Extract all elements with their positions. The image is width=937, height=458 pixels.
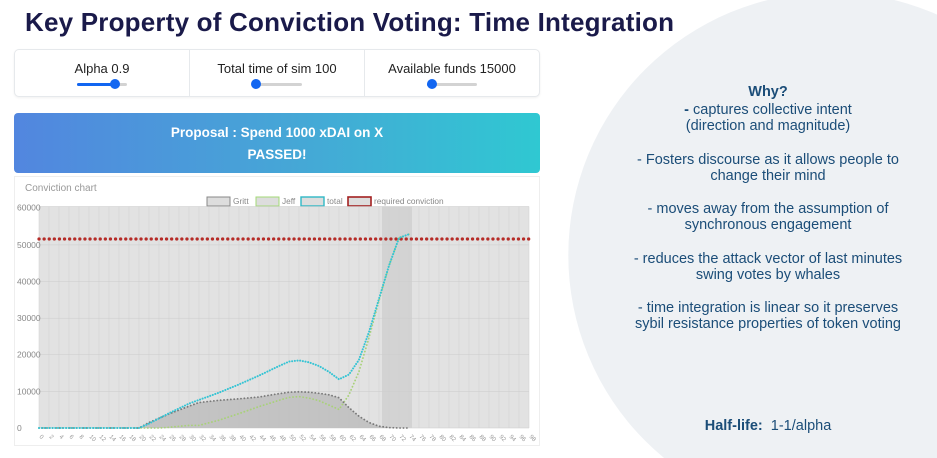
svg-text:60000: 60000 [17, 203, 41, 213]
svg-text:54: 54 [308, 434, 317, 443]
svg-text:66: 66 [368, 434, 377, 443]
svg-text:total: total [327, 196, 343, 206]
svg-text:82: 82 [448, 434, 457, 443]
svg-text:12: 12 [98, 434, 107, 443]
svg-text:80: 80 [438, 434, 447, 443]
svg-text:62: 62 [348, 434, 357, 443]
svg-text:50000: 50000 [17, 240, 41, 250]
svg-text:18: 18 [128, 434, 137, 443]
svg-text:76: 76 [418, 434, 427, 443]
svg-text:40: 40 [238, 434, 247, 443]
svg-text:10: 10 [88, 434, 97, 443]
svg-text:98: 98 [528, 434, 537, 443]
svg-text:30000: 30000 [17, 313, 41, 323]
svg-text:58: 58 [328, 434, 337, 443]
svg-text:70: 70 [388, 434, 397, 443]
svg-text:50: 50 [288, 434, 297, 443]
svg-text:Gritt: Gritt [233, 196, 249, 206]
svg-text:16: 16 [118, 434, 127, 443]
svg-text:68: 68 [378, 434, 387, 443]
svg-text:34: 34 [208, 434, 217, 443]
svg-text:8: 8 [78, 434, 85, 441]
svg-text:22: 22 [148, 434, 157, 443]
svg-text:86: 86 [468, 434, 477, 443]
svg-text:74: 74 [408, 434, 417, 443]
svg-text:84: 84 [458, 434, 467, 443]
svg-text:38: 38 [228, 434, 237, 443]
svg-text:4: 4 [58, 434, 65, 441]
svg-text:78: 78 [428, 434, 437, 443]
svg-text:88: 88 [478, 434, 487, 443]
svg-text:6: 6 [68, 434, 75, 441]
svg-text:10000: 10000 [17, 386, 41, 396]
svg-text:92: 92 [498, 434, 507, 443]
svg-text:required conviction: required conviction [374, 196, 444, 206]
svg-text:36: 36 [218, 434, 227, 443]
svg-text:28: 28 [178, 434, 187, 443]
svg-text:2: 2 [48, 434, 55, 441]
svg-text:20000: 20000 [17, 350, 41, 360]
svg-text:96: 96 [518, 434, 527, 443]
svg-text:52: 52 [298, 434, 307, 443]
svg-text:90: 90 [488, 434, 497, 443]
svg-text:64: 64 [358, 434, 367, 443]
svg-text:24: 24 [158, 434, 167, 443]
svg-text:46: 46 [268, 434, 277, 443]
svg-text:60: 60 [338, 434, 347, 443]
svg-text:32: 32 [198, 434, 207, 443]
svg-text:48: 48 [278, 434, 287, 443]
svg-text:26: 26 [168, 434, 177, 443]
svg-text:94: 94 [508, 434, 517, 443]
svg-text:0: 0 [38, 434, 45, 441]
svg-text:42: 42 [248, 434, 257, 443]
svg-text:Jeff: Jeff [282, 196, 296, 206]
svg-text:40000: 40000 [17, 277, 41, 287]
svg-text:72: 72 [398, 434, 407, 443]
svg-text:44: 44 [258, 434, 267, 443]
svg-text:56: 56 [318, 434, 327, 443]
svg-text:20: 20 [138, 434, 147, 443]
svg-text:30: 30 [188, 434, 197, 443]
svg-text:14: 14 [108, 434, 117, 443]
svg-text:0: 0 [17, 423, 22, 433]
